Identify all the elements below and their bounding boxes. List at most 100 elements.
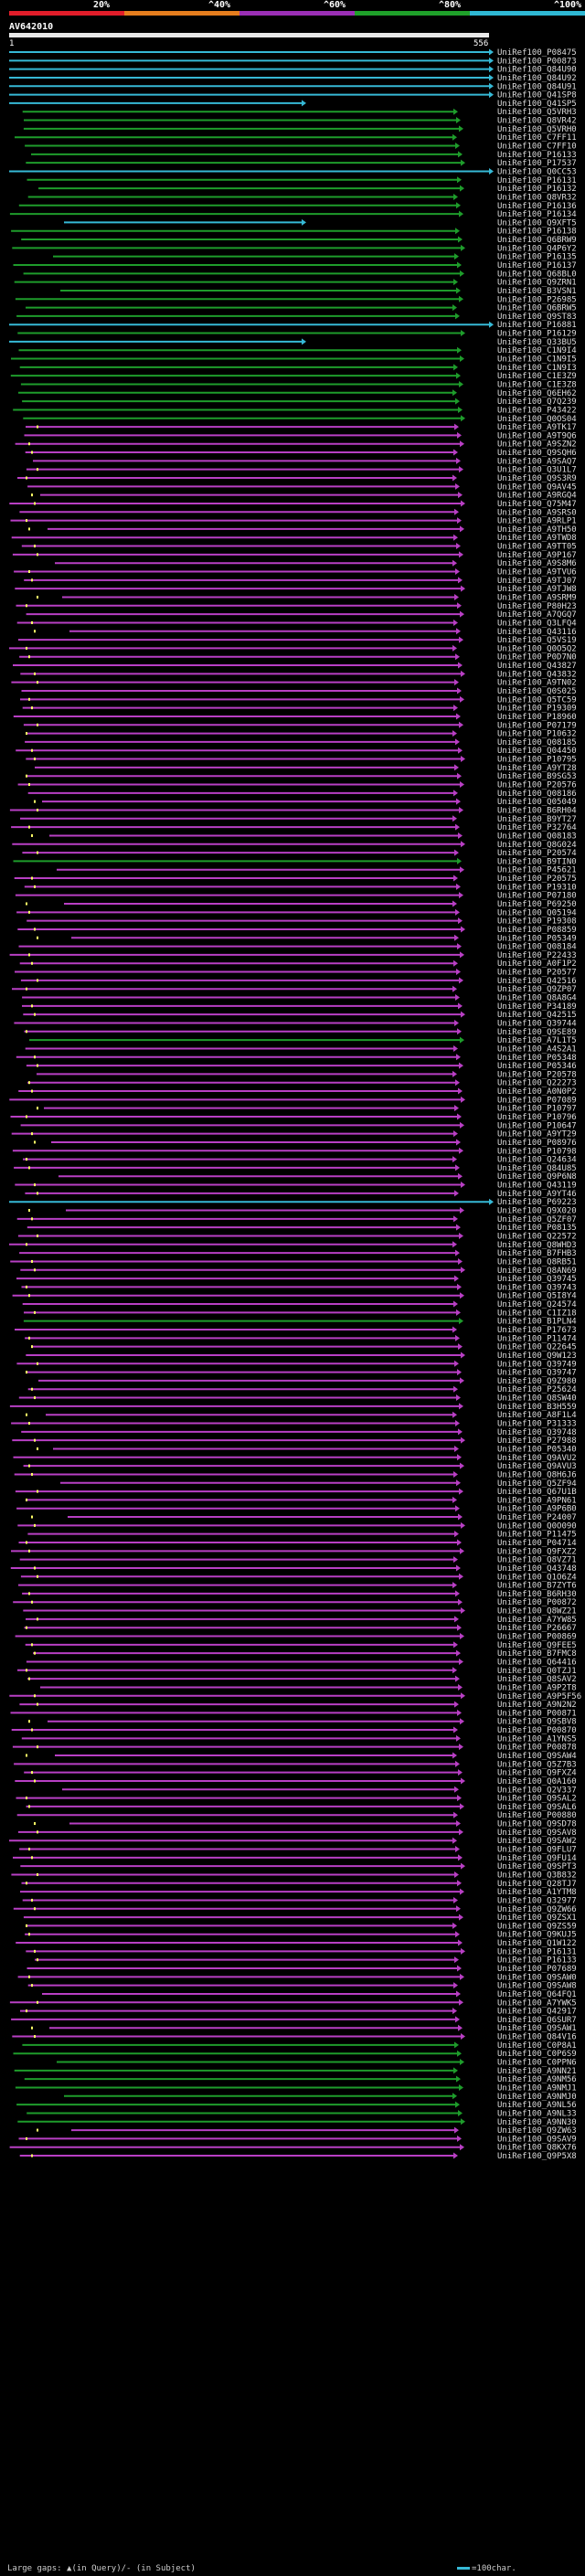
hit-row[interactable]: UniRef100_P08976	[34, 1139, 577, 1148]
hit-label[interactable]: UniRef100_Q08186	[497, 790, 577, 799]
hit-label[interactable]: UniRef100_P16129	[497, 330, 577, 339]
hit-label[interactable]: UniRef100_Q41SP8	[497, 91, 577, 101]
hit-row[interactable]: UniRef100_Q42516	[20, 977, 577, 986]
hit-row[interactable]: UniRef100_Q41SP5	[9, 100, 577, 109]
hit-label[interactable]: UniRef100_Q8H6J6	[497, 1470, 577, 1479]
hit-row[interactable]: UniRef100_Q5ZF94	[60, 1479, 577, 1489]
hit-label[interactable]: UniRef100_Q0TZJ1	[497, 1667, 577, 1676]
hit-label[interactable]: UniRef100_Q9ZW66	[497, 1905, 577, 1914]
hit-label[interactable]: UniRef100_Q9FLU7	[497, 1846, 577, 1855]
hit-label[interactable]: UniRef100_P08859	[497, 926, 577, 935]
hit-row[interactable]: UniRef100_Q8H6J6	[14, 1470, 577, 1479]
hit-label[interactable]: UniRef100_P04714	[497, 1539, 577, 1548]
hit-row[interactable]: UniRef100_Q68BL0	[23, 270, 577, 279]
hit-label[interactable]: UniRef100_P00871	[497, 1709, 577, 1718]
hit-label[interactable]: UniRef100_P00878	[497, 1744, 577, 1753]
hit-label[interactable]: UniRef100_Q24574	[497, 1300, 577, 1309]
hit-label[interactable]: UniRef100_C1E3Z9	[497, 372, 577, 381]
hit-row[interactable]: UniRef100_Q8VZ71	[19, 1556, 577, 1565]
hit-row[interactable]: UniRef100_P16133	[35, 1956, 577, 1966]
hit-label[interactable]: UniRef100_Q84U90	[497, 66, 577, 75]
hit-label[interactable]: UniRef100_A9P6B0	[497, 1505, 577, 1514]
hit-label[interactable]: UniRef100_P20578	[497, 1070, 577, 1079]
hit-label[interactable]: UniRef100_P07689	[497, 1965, 577, 1974]
hit-row[interactable]: UniRef100_Q28TJ7	[21, 1880, 577, 1889]
hit-label[interactable]: UniRef100_Q22645	[497, 1343, 577, 1352]
hit-row[interactable]: UniRef100_Q32977	[22, 1896, 577, 1905]
hit-label[interactable]: UniRef100_P00880	[497, 1811, 577, 1820]
hit-row[interactable]: UniRef100_A9P5F56	[9, 1692, 581, 1701]
hit-row[interactable]: UniRef100_Q9SAW4	[26, 1752, 577, 1761]
hit-row[interactable]: UniRef100_Q9S3R9	[17, 474, 577, 483]
hit-row[interactable]: UniRef100_Q9SD78	[34, 1820, 577, 1829]
hit-label[interactable]: UniRef100_P19310	[497, 883, 577, 892]
hit-row[interactable]: UniRef100_Q5VS19	[17, 636, 577, 645]
hit-row[interactable]: UniRef100_A9TH50	[28, 525, 577, 535]
hit-label[interactable]: UniRef100_A8F1L4	[497, 1411, 577, 1420]
hit-label[interactable]: UniRef100_Q5Z7B3	[497, 1760, 577, 1769]
hit-label[interactable]: UniRef100_Q8VZ71	[497, 1556, 577, 1565]
hit-label[interactable]: UniRef100_Q84U85	[497, 1164, 577, 1173]
hit-label[interactable]: UniRef100_Q8RB51	[497, 1257, 577, 1267]
hit-label[interactable]: UniRef100_Q9P5X8	[497, 2152, 577, 2161]
hit-label[interactable]: UniRef100_P07179	[497, 721, 577, 730]
hit-label[interactable]: UniRef100_Q04450	[497, 747, 577, 756]
hit-row[interactable]: UniRef100_Q67U1B	[15, 1488, 577, 1497]
hit-label[interactable]: UniRef100_Q9W123	[497, 1352, 577, 1361]
hit-label[interactable]: UniRef100_Q05049	[497, 798, 577, 807]
hit-row[interactable]: UniRef100_P26985	[15, 295, 577, 304]
hit-row[interactable]: UniRef100_A0N0P2	[18, 1087, 577, 1097]
hit-label[interactable]: UniRef100_A9NL33	[497, 2109, 577, 2118]
hit-label[interactable]: UniRef100_P11475	[497, 1531, 577, 1540]
hit-row[interactable]: UniRef100_Q42515	[23, 1011, 577, 1020]
hit-row[interactable]: UniRef100_C1IZ18	[24, 1309, 577, 1318]
hit-row[interactable]: UniRef100_Q84V16	[12, 2033, 577, 2042]
hit-row[interactable]: UniRef100_P19309	[22, 705, 577, 714]
hit-row[interactable]: UniRef100_Q1O6Z4	[20, 1573, 577, 1582]
hit-row[interactable]: UniRef100_Q8AN69	[20, 1267, 577, 1276]
hit-row[interactable]: UniRef100_P05340	[37, 1445, 577, 1454]
hit-row[interactable]: UniRef100_P08475	[9, 48, 577, 58]
hit-row[interactable]: UniRef100_Q8A8G4	[22, 994, 577, 1003]
hit-label[interactable]: UniRef100_Q41SP5	[497, 100, 577, 109]
hit-row[interactable]: UniRef100_A9P2T8	[40, 1683, 577, 1692]
hit-row[interactable]: UniRef100_Q64FQ1	[42, 1990, 577, 1999]
hit-row[interactable]: UniRef100_P16129	[17, 330, 577, 339]
hit-label[interactable]: UniRef100_Q8VR32	[497, 193, 577, 202]
hit-row[interactable]: UniRef100_Q9FXZ4	[24, 1769, 577, 1778]
hit-label[interactable]: UniRef100_P32764	[497, 823, 577, 832]
hit-label[interactable]: UniRef100_P00873	[497, 57, 577, 66]
hit-row[interactable]: UniRef100_B9TIN0	[13, 857, 577, 866]
hit-label[interactable]: UniRef100_P00869	[497, 1633, 577, 1642]
hit-row[interactable]: UniRef100_Q3U1L7	[26, 466, 577, 475]
hit-label[interactable]: UniRef100_C1N9I4	[497, 346, 577, 355]
hit-label[interactable]: UniRef100_Q22572	[497, 1232, 577, 1241]
hit-label[interactable]: UniRef100_A9NN21	[497, 2067, 577, 2076]
hit-label[interactable]: UniRef100_P20577	[497, 969, 577, 978]
hit-label[interactable]: UniRef100_P08475	[497, 48, 577, 58]
hit-label[interactable]: UniRef100_Q28TJ7	[497, 1880, 577, 1889]
hit-row[interactable]: UniRef100_P10798	[12, 1147, 577, 1156]
hit-label[interactable]: UniRef100_P16131	[497, 1947, 577, 1956]
hit-row[interactable]: UniRef100_P80H23	[16, 602, 577, 611]
hit-row[interactable]: UniRef100_P16132	[38, 185, 577, 194]
hit-label[interactable]: UniRef100_Q9S3R9	[497, 474, 577, 483]
hit-row[interactable]: UniRef100_Q9FLU7	[19, 1846, 577, 1855]
hit-row[interactable]: UniRef100_P00869	[15, 1633, 577, 1642]
hit-label[interactable]: UniRef100_P45621	[497, 866, 577, 875]
hit-row[interactable]: UniRef100_A9YT28	[35, 764, 577, 773]
hit-row[interactable]: UniRef100_Q9AVU2	[13, 1454, 577, 1463]
hit-label[interactable]: UniRef100_Q9ZP07	[497, 985, 577, 994]
hit-row[interactable]: UniRef100_Q3LFQ4	[16, 619, 577, 628]
hit-row[interactable]: UniRef100_Q08183	[31, 832, 577, 841]
hit-label[interactable]: UniRef100_A9TT05	[497, 543, 577, 552]
hit-label[interactable]: UniRef100_P05348	[497, 1054, 577, 1063]
hit-label[interactable]: UniRef100_Q43119	[497, 1182, 577, 1191]
hit-label[interactable]: UniRef100_B7FHB3	[497, 1249, 577, 1258]
hit-row[interactable]: UniRef100_A9NN21	[14, 2067, 577, 2076]
hit-row[interactable]: UniRef100_P05346	[26, 1062, 577, 1071]
hit-label[interactable]: UniRef100_Q9P6N8	[497, 1172, 577, 1182]
hit-row[interactable]: UniRef100_P18960	[13, 713, 577, 722]
hit-row[interactable]: UniRef100_Q43748	[10, 1564, 577, 1574]
hit-row[interactable]: UniRef100_Q39747	[26, 1369, 577, 1378]
